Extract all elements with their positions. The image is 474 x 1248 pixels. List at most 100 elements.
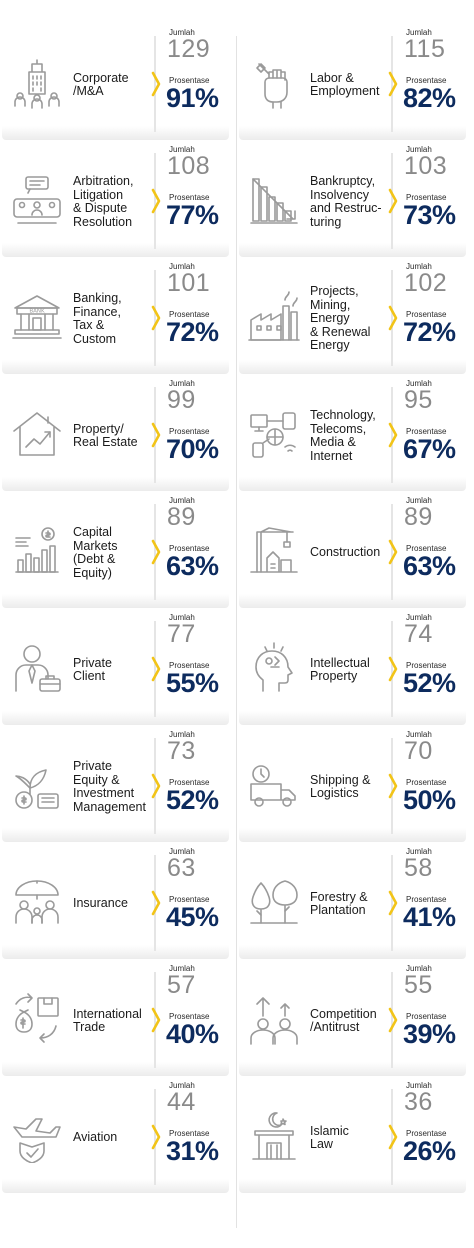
jumlah-label: Jumlah [406, 613, 432, 622]
chevron-right-icon [388, 890, 398, 916]
jumlah-value: 129 [167, 35, 211, 63]
jumlah-value: 36 [404, 1088, 433, 1116]
jumlah-label: Jumlah [169, 379, 195, 388]
practice-area-label: Technology, Telecoms, Media & Internet [310, 408, 376, 463]
prosentase-value: 73% [403, 200, 456, 230]
prosentase-value: 26% [403, 1136, 456, 1166]
chevron-right-icon [151, 71, 161, 97]
delivery-truck-icon [247, 758, 301, 812]
head-ideas-icon [247, 641, 301, 695]
card-shadow [2, 828, 229, 842]
chevron-right-icon [388, 773, 398, 799]
chevron-right-icon [388, 656, 398, 682]
svg-text:BANK: BANK [29, 309, 45, 315]
chevron-right-icon [151, 539, 161, 565]
jumlah-value: 95 [404, 386, 433, 414]
practice-area-card: Projects, Mining, Energy & Renewal Energ… [237, 256, 474, 380]
card-shadow [2, 477, 229, 491]
card-shadow [2, 1179, 229, 1193]
practice-area-label: Capital Markets (Debt & Equity) [73, 525, 118, 580]
prosentase-value: 45% [166, 902, 219, 932]
chevron-right-icon [388, 1007, 398, 1033]
prosentase-label: Prosentase [169, 778, 210, 787]
money-plant-icon [10, 758, 64, 812]
prosentase-value: 82% [403, 83, 456, 113]
prosentase-value: 50% [403, 785, 456, 815]
divider-line [391, 153, 393, 249]
house-chart-icon [10, 407, 64, 461]
prosentase-value: 41% [403, 902, 456, 932]
prosentase-label: Prosentase [406, 895, 447, 904]
divider-line [154, 387, 156, 483]
practice-area-label: Private Client [73, 655, 112, 683]
chevron-right-icon [388, 539, 398, 565]
practice-area-card: International Trade Jumlah 57 Prosentase… [0, 958, 237, 1082]
jumlah-label: Jumlah [406, 847, 432, 856]
prosentase-label: Prosentase [169, 193, 210, 202]
practice-area-card: Competition /Antitrust Jumlah 55 Prosent… [237, 958, 474, 1082]
prosentase-value: 77% [166, 200, 219, 230]
prosentase-value: 52% [166, 785, 219, 815]
practice-area-label: Corporate /M&A [73, 70, 129, 98]
tech-network-icon [247, 407, 301, 461]
crane-icon [247, 524, 301, 578]
practice-area-label: Banking, Finance, Tax & Custom [73, 291, 122, 346]
jumlah-label: Jumlah [169, 262, 195, 271]
prosentase-value: 40% [166, 1019, 219, 1049]
trade-exchange-icon [10, 992, 64, 1046]
prosentase-value: 55% [166, 668, 219, 698]
jumlah-value: 57 [167, 971, 196, 999]
divider-line [391, 738, 393, 834]
jumlah-value: 73 [167, 737, 196, 765]
prosentase-value: 52% [403, 668, 456, 698]
practice-area-card: Private Client Jumlah 77 Prosentase 55% [0, 607, 237, 731]
jumlah-label: Jumlah [406, 1081, 432, 1090]
jumlah-label: Jumlah [406, 964, 432, 973]
prosentase-value: 63% [166, 551, 219, 581]
divider-line [154, 972, 156, 1068]
jumlah-value: 63 [167, 854, 196, 882]
divider-line [391, 855, 393, 951]
practice-area-label: Forestry & Plantation [310, 889, 368, 917]
card-shadow [239, 477, 466, 491]
prosentase-label: Prosentase [169, 76, 210, 85]
card-shadow [239, 1062, 466, 1076]
practice-area-card: Arbitration, Litigation & Dispute Resolu… [0, 139, 237, 263]
prosentase-label: Prosentase [169, 427, 210, 436]
jumlah-value: 55 [404, 971, 433, 999]
practice-area-label: Labor & Employment [310, 70, 380, 98]
chevron-right-icon [151, 1007, 161, 1033]
prosentase-label: Prosentase [406, 778, 447, 787]
jumlah-label: Jumlah [406, 496, 432, 505]
bar-chart-coin-icon [10, 524, 64, 578]
jumlah-label: Jumlah [406, 28, 432, 37]
jumlah-label: Jumlah [169, 1081, 195, 1090]
jumlah-label: Jumlah [169, 613, 195, 622]
divider-line [391, 972, 393, 1068]
chevron-right-icon [388, 305, 398, 331]
building-icon [10, 56, 64, 110]
practice-area-label: Projects, Mining, Energy & Renewal Energ… [310, 284, 371, 353]
jumlah-label: Jumlah [169, 730, 195, 739]
practice-area-card: Construction Jumlah 89 Prosentase 63% [237, 490, 474, 614]
card-shadow [239, 126, 466, 140]
jumlah-label: Jumlah [406, 730, 432, 739]
card-shadow [239, 594, 466, 608]
prosentase-label: Prosentase [406, 1012, 447, 1021]
prosentase-value: 39% [403, 1019, 456, 1049]
divider-line [154, 621, 156, 717]
card-shadow [239, 243, 466, 257]
divider-line [391, 1089, 393, 1185]
prosentase-value: 72% [403, 317, 456, 347]
jumlah-value: 70 [404, 737, 433, 765]
chevron-right-icon [388, 71, 398, 97]
chevron-right-icon [151, 1124, 161, 1150]
divider-line [391, 387, 393, 483]
airplane-shield-icon [10, 1109, 64, 1164]
divider-line [391, 36, 393, 132]
chevron-right-icon [151, 773, 161, 799]
prosentase-label: Prosentase [406, 661, 447, 670]
divider-line [154, 270, 156, 366]
divider-line [154, 504, 156, 600]
prosentase-label: Prosentase [169, 895, 210, 904]
